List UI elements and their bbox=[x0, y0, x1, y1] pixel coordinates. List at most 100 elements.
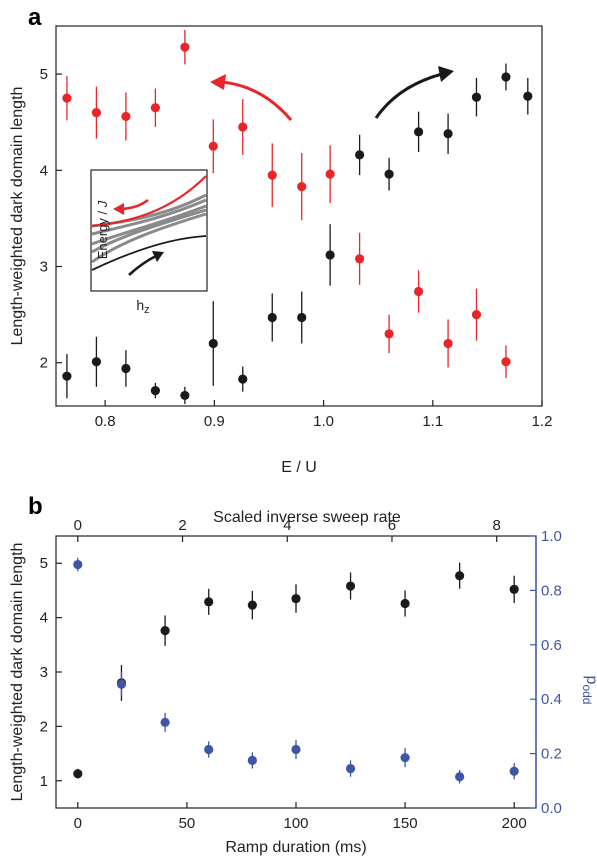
panel-b-xtick-label: 50 bbox=[179, 815, 196, 832]
panel-b-blue-point bbox=[73, 559, 83, 570]
panel-a-black-point bbox=[121, 363, 131, 374]
panel-b-y2tick-label: 0.4 bbox=[541, 691, 562, 708]
panel-a-red-point bbox=[62, 93, 72, 103]
panel-a-red-point bbox=[355, 254, 365, 264]
panel-a-red-point bbox=[471, 310, 482, 320]
panel-a-xtick-label: 1.2 bbox=[532, 413, 553, 430]
panel-b-xtick-label: 0 bbox=[74, 815, 82, 832]
panel-a-red-point bbox=[501, 357, 511, 367]
panel-b-y2label: podd bbox=[580, 676, 597, 705]
panel-b-ytick-label: 5 bbox=[40, 555, 48, 572]
panel-a-black-point bbox=[238, 374, 248, 384]
panel-a-plot-frame bbox=[55, 25, 543, 407]
panel-b-points bbox=[73, 557, 519, 784]
panel-b-blue-point bbox=[400, 753, 410, 763]
panel-a-red-point bbox=[384, 329, 394, 339]
inset-black-level bbox=[91, 235, 207, 271]
panel-b-blue-point bbox=[291, 744, 301, 755]
panel-a-red-point bbox=[180, 42, 190, 52]
panel-b-ytick-label: 1 bbox=[40, 773, 48, 790]
panel-a-ytick-label: 5 bbox=[40, 66, 48, 83]
panel-b-y2tick-label: 0.2 bbox=[541, 746, 562, 763]
panel-a-black-point bbox=[355, 150, 365, 160]
panel-b-black-point bbox=[400, 598, 410, 609]
panel-b-black-point bbox=[345, 581, 356, 591]
panel-label-a: a bbox=[28, 4, 42, 31]
panel-b-ytick-label: 3 bbox=[40, 664, 48, 681]
panel-b-y2tick-label: 0.0 bbox=[541, 800, 562, 817]
panel-a-chart: 0.8 0.9 1.0 1.1 1.2 2 3 4 5 E / U Length-weighte… bbox=[9, 25, 553, 476]
panel-b-xtick-label: 100 bbox=[283, 815, 308, 832]
panel-b-black-point bbox=[455, 571, 465, 581]
panel-a-red-point bbox=[297, 182, 307, 192]
panel-b-black-point bbox=[247, 600, 257, 610]
inset-black-arrow bbox=[128, 251, 164, 276]
panel-b-black-point bbox=[509, 584, 519, 594]
panel-a-xtick-label: 1.1 bbox=[422, 413, 443, 430]
inset-xlabel: hz bbox=[136, 297, 149, 316]
panel-b-ticks: 0 50 100 150 200 0 2 4 6 8 1 2 3 4 5 0.0 0.2 0.4 0.6 0.8 1.0 bbox=[40, 517, 562, 832]
inset-ylabel: Energy / J bbox=[95, 200, 110, 259]
panel-a-red-point bbox=[121, 111, 131, 122]
panel-b-x2label: Scaled inverse sweep rate bbox=[213, 509, 401, 526]
panel-b-y2tick-label: 1.0 bbox=[541, 528, 562, 545]
panel-a-black-point bbox=[325, 250, 335, 260]
panel-a-red-point bbox=[91, 107, 102, 118]
panel-b-ytick-label: 2 bbox=[40, 718, 48, 735]
panel-b-blue-point bbox=[160, 717, 170, 727]
inset-red-level bbox=[91, 175, 207, 228]
panel-b-ytick-label: 4 bbox=[40, 610, 48, 627]
panel-b-x2tick-label: 8 bbox=[493, 517, 501, 534]
panel-b-y2tick-label: 0.8 bbox=[541, 582, 562, 599]
panel-b-x2tick-label: 6 bbox=[388, 517, 396, 534]
panel-a-xtick-label: 0.9 bbox=[204, 413, 225, 430]
panel-b-black-point bbox=[204, 597, 214, 607]
panel-a-ytick-label: 3 bbox=[40, 259, 48, 276]
panel-a-black-point bbox=[501, 72, 511, 82]
panel-a-red-point bbox=[150, 103, 160, 113]
panel-a-black-point bbox=[471, 92, 482, 102]
panel-b-blue-point bbox=[455, 772, 465, 782]
panel-a-black-point bbox=[91, 357, 102, 367]
panel-a-ytick-label: 2 bbox=[40, 355, 48, 372]
panel-a-points bbox=[62, 29, 533, 405]
panel-b-black-point bbox=[160, 626, 170, 636]
panel-a-black-point bbox=[523, 91, 533, 101]
panel-a-red-point bbox=[267, 170, 277, 180]
panel-a-black-point bbox=[443, 129, 453, 139]
panel-a-black-point bbox=[384, 169, 394, 179]
panel-b-blue-point bbox=[345, 763, 356, 774]
black-arrow-annotation bbox=[374, 66, 454, 119]
panel-a-black-point bbox=[150, 386, 160, 396]
panel-a-black-point bbox=[297, 312, 307, 323]
red-arrow-annotation bbox=[210, 74, 293, 121]
panel-a-black-point bbox=[180, 390, 190, 401]
panel-a-xtick-label: 1.0 bbox=[313, 413, 334, 430]
panel-a-red-point bbox=[238, 122, 248, 132]
panel-label-b: b bbox=[28, 493, 43, 520]
panel-b-chart: Scaled inverse sweep rate 0 50 100 150 200 0 2… bbox=[9, 509, 597, 856]
panel-b-black-point bbox=[73, 769, 83, 779]
panel-a-black-point bbox=[413, 127, 424, 137]
panel-b-x2tick-label: 4 bbox=[283, 517, 291, 534]
panel-a-ylabel: Length-weighted dark domain length bbox=[9, 87, 26, 346]
panel-a-black-point bbox=[208, 338, 218, 349]
panel-a-black-point bbox=[62, 371, 72, 381]
panel-b-xtick-label: 150 bbox=[393, 815, 418, 832]
panel-a-xlabel: E / U bbox=[281, 459, 317, 476]
panel-b-blue-point bbox=[204, 744, 214, 755]
panel-b-black-point bbox=[291, 593, 301, 604]
panel-b-y2tick-label: 0.6 bbox=[541, 637, 562, 654]
panel-a-black-point bbox=[267, 312, 277, 323]
panel-a-ytick-label: 4 bbox=[40, 162, 48, 179]
inset-gray-levels bbox=[91, 193, 207, 264]
panel-a-red-point bbox=[208, 141, 218, 151]
panel-b-xlabel: Ramp duration (ms) bbox=[225, 839, 366, 856]
panel-b-blue-point bbox=[116, 679, 127, 689]
panel-a-red-point bbox=[325, 169, 335, 179]
panel-b-blue-point bbox=[247, 755, 257, 766]
panel-a-red-point bbox=[443, 338, 453, 349]
panel-b-x2tick-label: 0 bbox=[74, 517, 82, 534]
panel-a-xtick-label: 0.8 bbox=[95, 413, 116, 430]
